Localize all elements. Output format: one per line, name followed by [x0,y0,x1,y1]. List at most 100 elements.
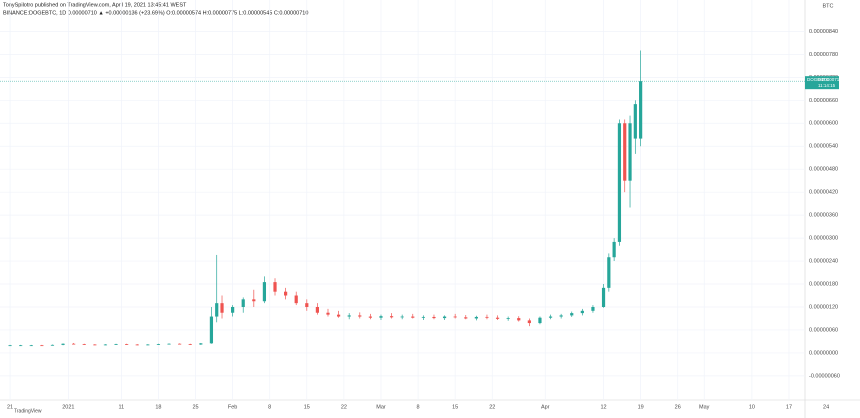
candle-body [453,316,457,318]
x-tick-label: 24 [823,404,829,410]
candle-body [82,344,86,345]
candle-body [538,317,542,324]
candle-body [294,295,298,304]
x-tick-label: 18 [155,404,161,410]
candle-body [612,241,616,258]
candle-body [607,257,611,288]
candle-body [135,344,139,346]
candle-body [167,343,171,345]
candle-body [495,317,500,319]
y-tick-label: 0.00000540 [809,144,838,150]
y-tick-label: 0.00000780 [809,52,838,58]
x-tick-label: 11 [118,404,124,410]
y-tick-label: 0.00000000 [809,350,838,356]
candle-body [231,306,235,313]
x-tick-label: 10 [749,404,755,410]
candle-body [464,317,468,319]
candle-body [633,104,637,139]
candle-body [548,316,553,318]
candle-body [29,345,33,347]
candle-body [601,287,606,307]
x-tick-label: 12 [600,404,606,410]
candle-body [474,316,478,319]
candle-body [628,123,632,181]
candle-body [156,344,161,345]
candle-body [358,315,362,317]
candle-body [559,315,563,317]
candle-body [284,291,288,296]
y-tick-label: -0.00000060 [809,373,840,379]
candle-body [411,316,415,318]
candle-body [315,306,319,313]
candle-body [623,123,627,181]
candle-body [485,316,489,318]
candle-body [379,316,383,318]
x-tick-label: 21 [7,404,13,410]
candle-body [421,316,425,318]
candle-body [125,344,129,345]
x-tick-label: 8 [417,404,420,410]
candle-body [336,314,341,317]
chart-title: TonySpilotro published on TradingView.co… [3,2,187,8]
y-tick-label: 0.00000420 [809,190,838,196]
candle-body [252,299,256,302]
price-tag-value: 0.00000710 [818,77,842,82]
y-tick-label: 0.00000480 [809,167,838,173]
candle-body [178,343,182,345]
candle-body [527,320,531,324]
price-tag-symbol: DOGEBTC [807,77,830,82]
candle-body [188,344,192,345]
candles [0,50,805,347]
candle-body [8,345,12,347]
candle-body [305,303,309,307]
candle-body [389,316,394,318]
candle-body [617,123,622,242]
y-tick-label: 0.00000840 [809,29,838,35]
currency-label: BTC [823,3,834,9]
candle-body [241,299,245,307]
x-tick-label: 22 [489,404,495,410]
y-tick-label: 0.00000180 [809,281,838,287]
x-tick-label: 2021 [62,404,74,410]
x-tick-label: 19 [638,404,644,410]
candle-body [591,306,595,311]
candle-body [114,344,118,345]
candle-body [103,344,108,346]
candle-body [400,316,404,318]
candle-body [199,343,203,345]
candle-body [639,81,643,139]
y-tick-label: 0.00000240 [809,259,838,265]
candle-body [580,310,584,314]
candle-body [442,316,447,319]
x-tick-label: 22 [341,404,347,410]
candle-body [40,345,44,347]
x-tick-label: 8 [268,404,271,410]
candle-body [432,316,436,319]
candle-body [215,303,219,317]
x-tick-label: Apr [541,404,550,410]
candle-body [262,282,267,302]
x-tick-label: 26 [675,404,681,410]
candle-body [146,344,150,346]
y-tick-label: 0.00000300 [809,236,838,242]
y-tick-label: 0.00000600 [809,121,838,127]
candle-body [517,318,521,321]
price-tag [805,76,839,90]
x-tick-label: Feb [228,404,237,410]
candle-body [326,312,330,315]
candle-body [506,318,510,319]
x-tick-label: 15 [304,404,310,410]
candle-body [220,303,224,313]
price-tag-countdown: 11:14:15 [818,83,836,88]
candle-body [93,344,97,346]
candle-body [61,343,65,345]
y-tick-label: 0.00000120 [809,304,838,310]
y-tick-label: 0.00000660 [809,98,838,104]
candle-body [368,316,372,318]
x-tick-label: 25 [192,404,198,410]
candle-body [50,344,55,346]
x-tick-label: Mar [376,404,386,410]
candle-body [347,315,351,317]
